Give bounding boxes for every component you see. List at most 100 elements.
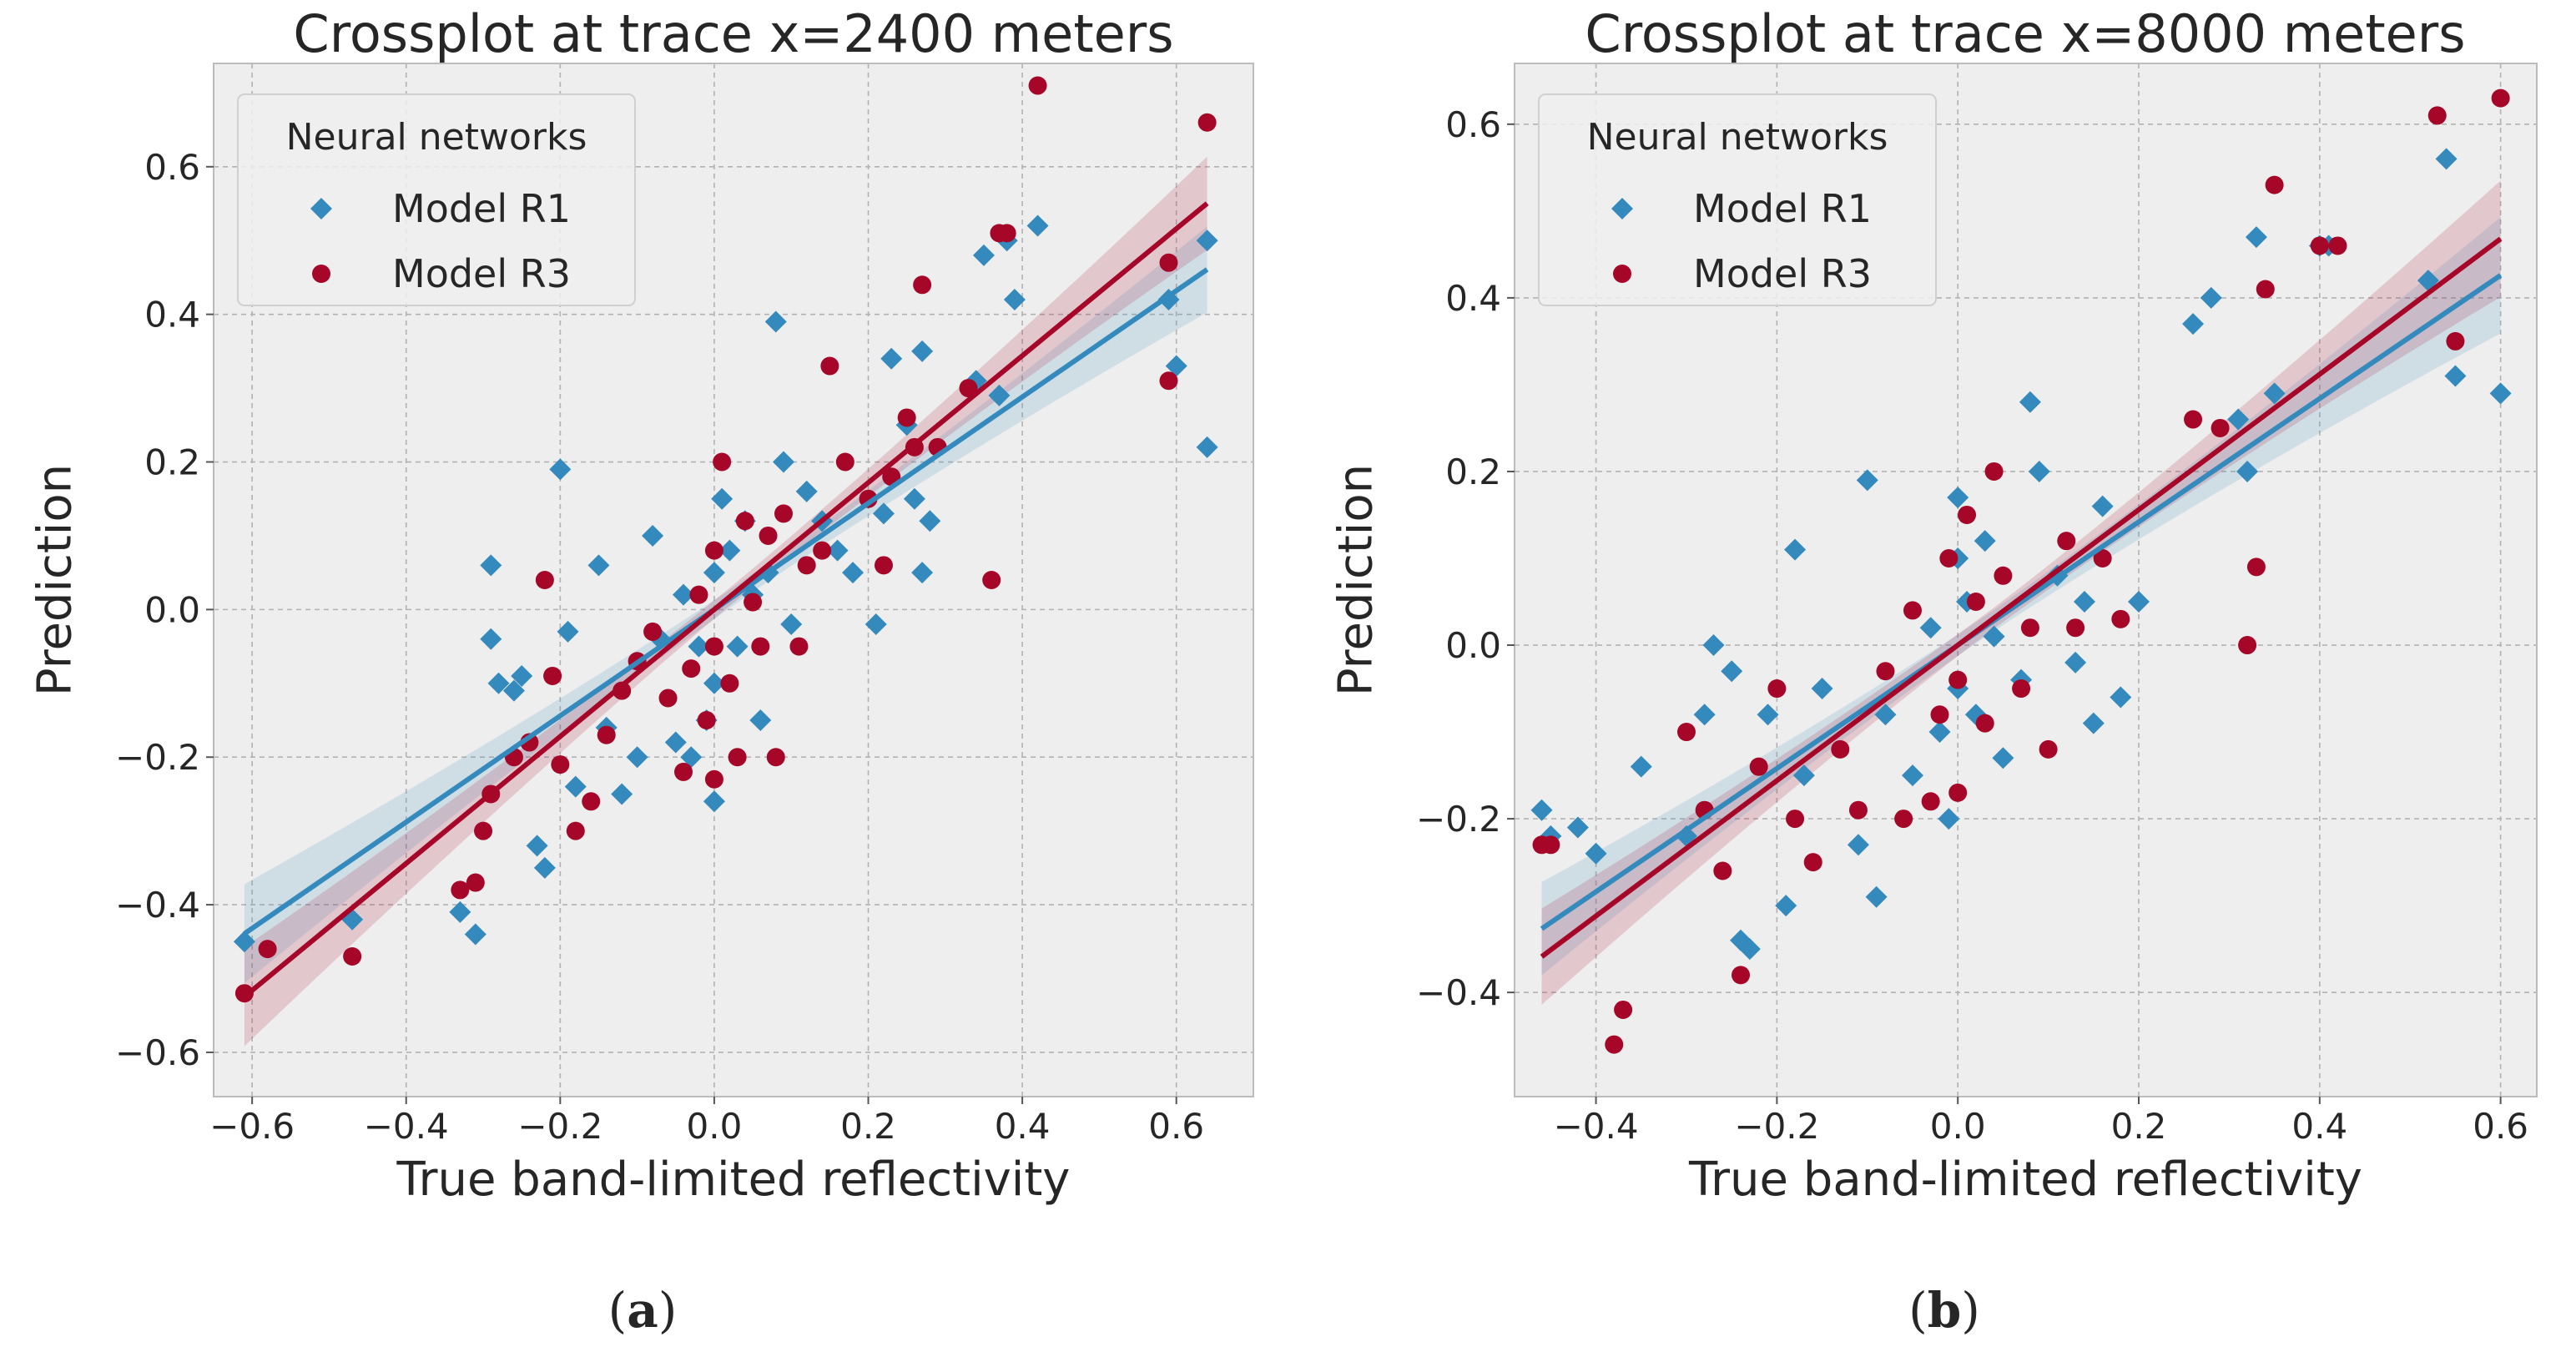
x-tick-label: 0.2 — [840, 1106, 896, 1147]
data-point — [2310, 236, 2329, 255]
data-point — [673, 583, 695, 606]
data-point — [874, 556, 893, 575]
axes-frame — [1514, 63, 2538, 1097]
data-point — [703, 672, 725, 694]
data-point — [1026, 214, 1049, 237]
data-point — [1732, 966, 1751, 985]
data-point — [1966, 593, 1985, 612]
data-point — [2435, 148, 2458, 170]
data-point — [835, 452, 854, 472]
data-point — [2110, 686, 2132, 709]
data-point — [1919, 617, 1942, 639]
data-point — [1983, 625, 2005, 648]
legend: Neural networks Model R1 Model R3 — [237, 93, 636, 306]
data-point — [1676, 723, 1696, 742]
data-point — [911, 562, 934, 584]
data-point — [797, 556, 816, 575]
fit-lines — [1540, 236, 2503, 959]
data-point — [911, 340, 934, 362]
data-point — [1028, 76, 1047, 95]
data-point — [643, 622, 663, 641]
data-point — [487, 672, 510, 694]
data-point — [842, 562, 865, 584]
y-tick-label: 0.2 — [144, 442, 200, 483]
data-point — [2091, 495, 2114, 517]
data-point — [749, 709, 772, 732]
data-point — [658, 689, 678, 708]
series-model-r3 — [1532, 88, 2510, 1054]
data-point — [449, 900, 471, 923]
data-point — [2039, 739, 2058, 759]
y-tick-label: 0.0 — [144, 589, 200, 630]
data-point — [688, 635, 710, 658]
data-point — [2227, 408, 2250, 431]
data-point — [664, 731, 687, 754]
data-point — [913, 275, 932, 295]
data-point — [1721, 660, 1743, 683]
x-axis-label: True band-limited reflectivity — [396, 1153, 1071, 1207]
data-point — [1928, 721, 1951, 744]
data-point — [704, 637, 723, 656]
y-axis-label: Prediction — [1329, 464, 1384, 696]
legend-entry: Model R1 — [1693, 186, 1872, 231]
y-tick-label: 0.4 — [1445, 278, 1501, 319]
legend-entry: Model R1 — [392, 186, 571, 231]
data-point — [704, 541, 723, 560]
x-tick-label: 0.2 — [2111, 1106, 2167, 1147]
data-point — [897, 408, 916, 427]
data-point — [1994, 566, 2013, 585]
data-point — [826, 539, 849, 562]
data-point — [2012, 679, 2031, 699]
data-point — [451, 880, 470, 900]
data-point — [1848, 800, 1868, 820]
data-point — [611, 783, 633, 805]
data-point — [764, 310, 787, 333]
data-point — [2238, 636, 2257, 655]
data-point — [880, 347, 903, 370]
fit-line-r3 — [243, 201, 1209, 999]
data-point — [795, 480, 818, 502]
data-point — [744, 593, 763, 612]
x-tick-label: 0.0 — [687, 1106, 743, 1147]
data-point — [234, 984, 254, 1003]
data-point — [972, 244, 995, 266]
data-point — [703, 790, 725, 813]
data-point — [1003, 288, 1026, 310]
data-point — [1738, 938, 1761, 961]
data-point — [474, 821, 493, 840]
data-point — [612, 681, 632, 700]
legend-entry: Model R3 — [392, 251, 571, 296]
data-point — [772, 451, 794, 473]
data-point — [697, 711, 716, 730]
data-point — [1984, 462, 2004, 481]
data-point — [2256, 280, 2275, 299]
data-point — [735, 512, 754, 531]
legend-marker-r1 — [1611, 198, 1633, 219]
data-point — [751, 637, 770, 656]
data-point — [1874, 704, 1897, 726]
data-point — [1894, 810, 1913, 829]
y-tick-label: 0.6 — [1445, 104, 1501, 145]
y-tick-label: −0.4 — [115, 885, 200, 926]
data-point — [766, 748, 785, 767]
data-point — [813, 541, 832, 560]
data-point — [997, 224, 1016, 243]
x-tick-label: 0.0 — [1930, 1106, 1986, 1147]
data-point — [1757, 704, 1779, 726]
panel-caption: (a) — [608, 1282, 678, 1339]
confidence-band-r1 — [244, 226, 1207, 983]
data-point — [1903, 601, 1922, 620]
chart-panel-b: −0.4 −0.2 0.0 0.2 0.4 0.6 −0.4 −0.2 0.0 0.2 0.4 0.6… — [1329, 3, 2538, 1339]
data-point — [1958, 505, 1977, 524]
data-point — [774, 504, 793, 523]
data-point — [1847, 834, 1869, 856]
data-point — [1159, 371, 1178, 391]
data-point — [2265, 175, 2284, 194]
data-point — [258, 940, 277, 959]
x-tick-label: 0.6 — [2473, 1106, 2528, 1147]
data-point — [1702, 634, 1725, 657]
confidence-band-r3 — [1541, 180, 2501, 1005]
x-tick-label: −0.2 — [517, 1106, 602, 1147]
y-tick-label: −0.6 — [115, 1032, 200, 1073]
